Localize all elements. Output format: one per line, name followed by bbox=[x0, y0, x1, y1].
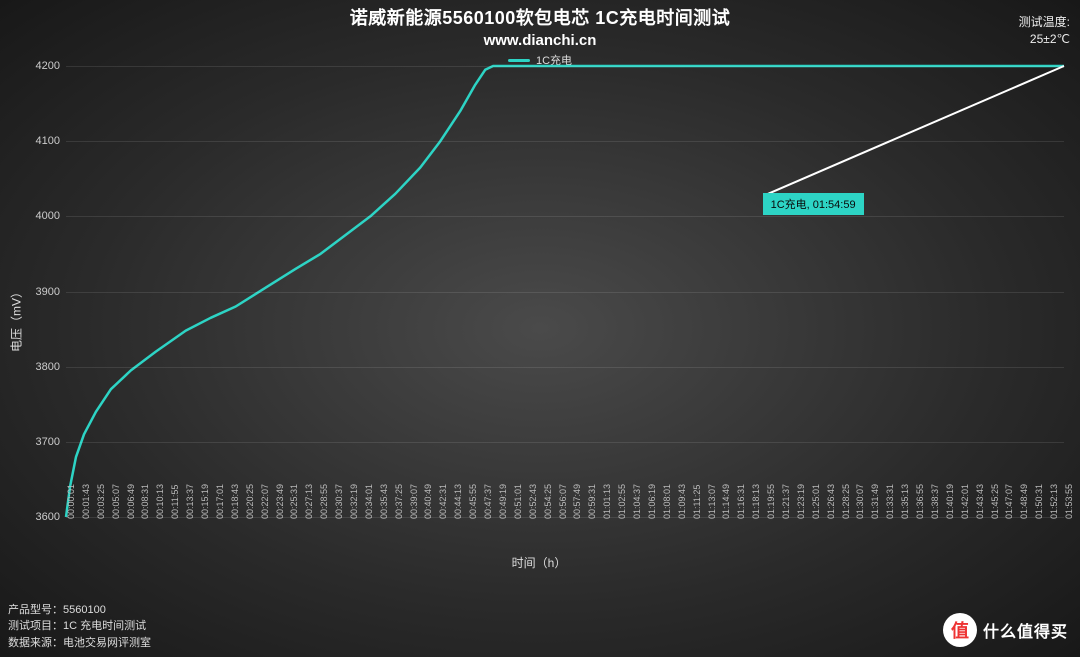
watermark-badge-icon: 值 bbox=[943, 613, 977, 647]
temperature-block: 测试温度: 25±2℃ bbox=[1019, 14, 1070, 48]
footer-value: 5560100 bbox=[63, 604, 106, 616]
callout-line bbox=[765, 66, 1064, 195]
x-axis-label: 时间（h） bbox=[512, 554, 567, 571]
footer-row: 数据来源：电池交易网评测室 bbox=[8, 635, 151, 652]
grid-line bbox=[66, 292, 1064, 293]
footer-value: 电池交易网评测室 bbox=[63, 637, 151, 649]
y-tick-label: 4100 bbox=[26, 135, 60, 147]
footer-row: 测试项目：1C 充电时间测试 bbox=[8, 618, 151, 635]
watermark-text: 什么值得买 bbox=[983, 618, 1068, 642]
footer-label: 测试项目： bbox=[8, 620, 63, 632]
y-tick-label: 4000 bbox=[26, 210, 60, 222]
footer-label: 产品型号： bbox=[8, 604, 63, 616]
footer-value: 1C 充电时间测试 bbox=[63, 620, 146, 632]
y-tick-label: 3800 bbox=[26, 361, 60, 373]
grid-line bbox=[66, 367, 1064, 368]
footer-row: 产品型号：5560100 bbox=[8, 602, 151, 619]
chart-subtitle: www.dianchi.cn bbox=[0, 32, 1080, 49]
y-tick-label: 3600 bbox=[26, 511, 60, 523]
y-tick-label: 3700 bbox=[26, 436, 60, 448]
grid-line bbox=[66, 517, 1064, 518]
title-block: 诺威新能源5560100软包电芯 1C充电时间测试 www.dianchi.cn… bbox=[0, 0, 1080, 68]
grid-line bbox=[66, 442, 1064, 443]
temperature-value: 25±2℃ bbox=[1019, 31, 1070, 48]
temperature-label: 测试温度: bbox=[1019, 14, 1070, 31]
footer-info: 产品型号：5560100测试项目：1C 充电时间测试数据来源：电池交易网评测室 bbox=[8, 602, 151, 652]
y-tick-label: 4200 bbox=[26, 60, 60, 72]
y-axis-label: 电压（mV） bbox=[8, 285, 25, 351]
watermark: 值 什么值得买 bbox=[943, 613, 1068, 647]
x-tick-label: 01:53:55 bbox=[1064, 484, 1080, 519]
grid-line bbox=[66, 141, 1064, 142]
footer-label: 数据来源： bbox=[8, 637, 63, 649]
grid-line bbox=[66, 216, 1064, 217]
plot-area: 00:00:0100:01:4300:03:2500:05:0700:06:49… bbox=[66, 66, 1064, 517]
y-tick-label: 3900 bbox=[26, 286, 60, 298]
chart-area: 电压（mV） 00:00:0100:01:4300:03:2500:05:070… bbox=[8, 60, 1070, 577]
annotation-label: 1C充电, 01:54:59 bbox=[763, 193, 864, 215]
grid-line bbox=[66, 66, 1064, 67]
chart-title: 诺威新能源5560100软包电芯 1C充电时间测试 bbox=[0, 4, 1080, 30]
